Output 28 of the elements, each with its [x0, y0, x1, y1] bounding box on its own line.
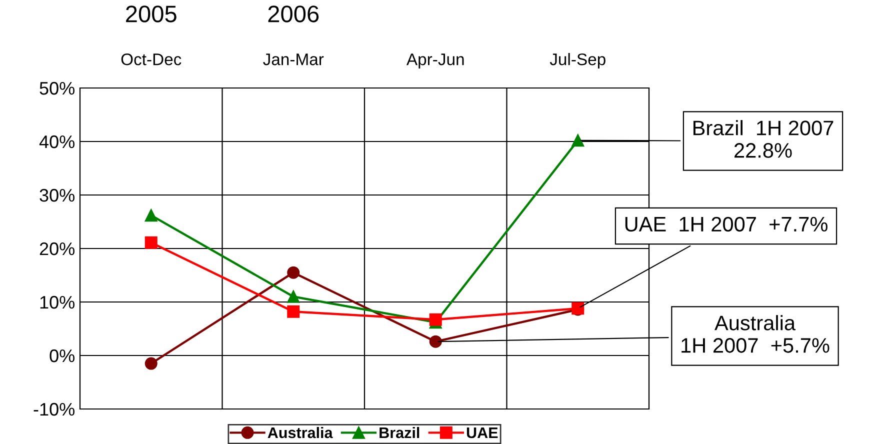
annotation: Brazil 1H 2007 22.8%	[693, 120, 834, 158]
point	[429, 335, 442, 348]
point	[287, 305, 300, 318]
annotation: UAE 1H 2007 +7.7%	[625, 216, 828, 232]
y-tick-label: 10%	[40, 296, 74, 309]
y-tick-label: 40%	[39, 135, 74, 148]
point	[429, 313, 442, 326]
y-tick-label: 30%	[40, 188, 74, 202]
y-tick-label: -10%	[34, 402, 74, 416]
legend-label: UAE	[466, 428, 498, 438]
y-tick-label: 20%	[40, 242, 74, 256]
point	[287, 290, 300, 303]
point	[144, 357, 158, 370]
y-tick-label: 50%	[40, 82, 74, 95]
y-tick-label: 0%	[50, 349, 74, 362]
annotation: Australia 1H 2007 +5.7%	[682, 315, 830, 353]
point	[144, 209, 158, 222]
legend-label: Brazil	[380, 426, 420, 438]
point	[144, 236, 158, 249]
x-tick-label: Oct-Dec	[121, 53, 182, 66]
x-tick-label: Jan-Mar	[263, 54, 324, 66]
legend-label: Australia	[268, 426, 333, 438]
text: 2005	[126, 6, 176, 22]
x-tick-label: Apr-Jun	[406, 54, 464, 69]
x-tick-label: Jul-Sep	[550, 53, 606, 69]
point	[287, 266, 300, 279]
point	[572, 134, 584, 147]
text: 2006	[268, 6, 319, 22]
